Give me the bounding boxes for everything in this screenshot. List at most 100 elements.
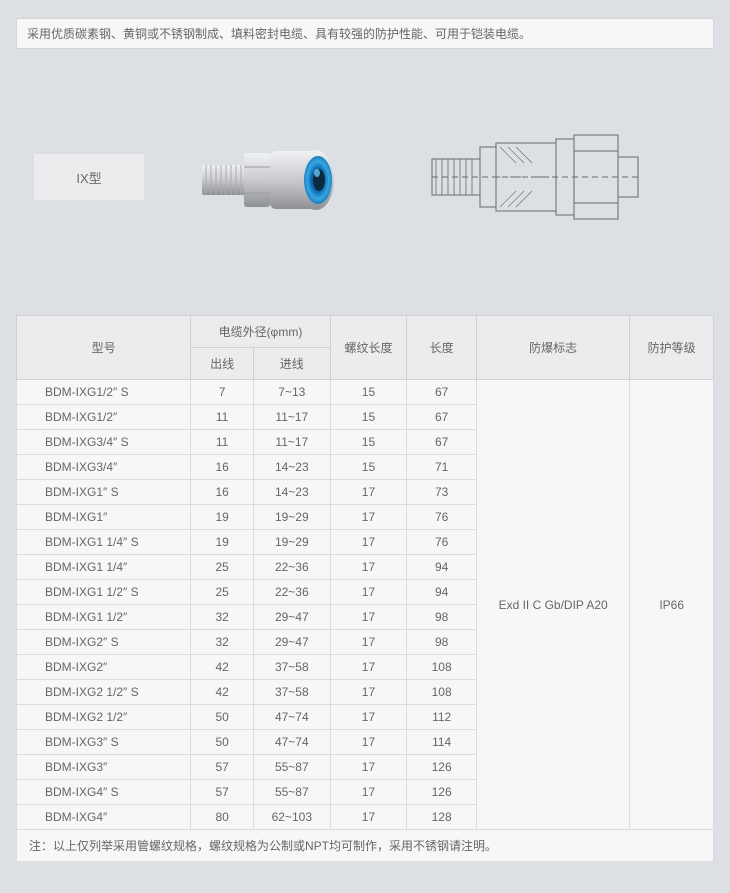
cell-out: 16 xyxy=(191,480,254,505)
product-description: 采用优质碳素钢、黄铜或不锈钢制成、填料密封电缆、具有较强的防护性能、可用于铠装电… xyxy=(16,18,714,49)
cell-len: 114 xyxy=(407,730,477,755)
cell-model: BDM-IXG2 1/2″ S xyxy=(17,680,191,705)
cell-out: 42 xyxy=(191,680,254,705)
cell-out: 32 xyxy=(191,630,254,655)
cell-model: BDM-IXG1″ xyxy=(17,505,191,530)
th-out: 出线 xyxy=(191,348,254,380)
cell-out: 7 xyxy=(191,380,254,405)
cell-in: 14~23 xyxy=(253,455,330,480)
cell-thread: 17 xyxy=(330,505,407,530)
cell-model: BDM-IXG3/4″ S xyxy=(17,430,191,455)
cell-model: BDM-IXG1/2″ xyxy=(17,405,191,430)
cell-in: 14~23 xyxy=(253,480,330,505)
th-in: 进线 xyxy=(253,348,330,380)
cell-len: 71 xyxy=(407,455,477,480)
cell-protection: IP66 xyxy=(630,380,714,830)
cell-out: 11 xyxy=(191,430,254,455)
cell-len: 98 xyxy=(407,605,477,630)
cell-in: 29~47 xyxy=(253,605,330,630)
cell-model: BDM-IXG2″ S xyxy=(17,630,191,655)
cell-out: 57 xyxy=(191,755,254,780)
cell-out: 50 xyxy=(191,705,254,730)
cell-out: 80 xyxy=(191,805,254,830)
cell-in: 19~29 xyxy=(253,530,330,555)
cell-thread: 17 xyxy=(330,705,407,730)
cell-len: 67 xyxy=(407,380,477,405)
cell-out: 19 xyxy=(191,505,254,530)
th-cable-od: 电缆外径(φmm) xyxy=(191,316,330,348)
cell-in: 47~74 xyxy=(253,730,330,755)
cell-in: 55~87 xyxy=(253,780,330,805)
cell-in: 47~74 xyxy=(253,705,330,730)
cell-in: 29~47 xyxy=(253,630,330,655)
cell-in: 37~58 xyxy=(253,680,330,705)
th-protection: 防护等级 xyxy=(630,316,714,380)
cell-thread: 17 xyxy=(330,680,407,705)
model-badge: IX型 xyxy=(34,154,144,200)
cell-model: BDM-IXG3″ xyxy=(17,755,191,780)
technical-drawing xyxy=(424,117,654,237)
cell-in: 22~36 xyxy=(253,580,330,605)
th-model: 型号 xyxy=(17,316,191,380)
cell-len: 128 xyxy=(407,805,477,830)
cell-thread: 15 xyxy=(330,455,407,480)
cell-thread: 17 xyxy=(330,555,407,580)
cell-model: BDM-IXG1 1/4″ S xyxy=(17,530,191,555)
cell-out: 50 xyxy=(191,730,254,755)
table-footnote: 注：以上仅列举采用管螺纹规格，螺纹规格为公制或NPT均可制作，采用不锈钢请注明。 xyxy=(16,830,714,862)
spec-table-body: BDM-IXG1/2″ S77~131567Exd II C Gb/DIP A2… xyxy=(17,380,714,830)
product-photo xyxy=(174,107,374,247)
table-row: BDM-IXG1/2″ S77~131567Exd II C Gb/DIP A2… xyxy=(17,380,714,405)
cell-out: 11 xyxy=(191,405,254,430)
cell-len: 126 xyxy=(407,755,477,780)
figure-row: IX型 xyxy=(16,67,714,287)
cell-in: 7~13 xyxy=(253,380,330,405)
cell-thread: 17 xyxy=(330,655,407,680)
cell-out: 16 xyxy=(191,455,254,480)
cell-in: 55~87 xyxy=(253,755,330,780)
cell-thread: 17 xyxy=(330,530,407,555)
cell-len: 67 xyxy=(407,430,477,455)
cell-in: 37~58 xyxy=(253,655,330,680)
cell-out: 19 xyxy=(191,530,254,555)
cell-len: 98 xyxy=(407,630,477,655)
cell-thread: 17 xyxy=(330,780,407,805)
cell-thread: 17 xyxy=(330,480,407,505)
cell-len: 108 xyxy=(407,655,477,680)
cell-explosion: Exd II C Gb/DIP A20 xyxy=(476,380,629,830)
cell-len: 94 xyxy=(407,555,477,580)
cell-in: 19~29 xyxy=(253,505,330,530)
cell-len: 108 xyxy=(407,680,477,705)
cell-out: 25 xyxy=(191,580,254,605)
cell-thread: 17 xyxy=(330,755,407,780)
cell-in: 11~17 xyxy=(253,405,330,430)
cell-len: 76 xyxy=(407,530,477,555)
cell-model: BDM-IXG4″ S xyxy=(17,780,191,805)
cell-model: BDM-IXG4″ xyxy=(17,805,191,830)
cell-thread: 17 xyxy=(330,730,407,755)
cell-len: 67 xyxy=(407,405,477,430)
th-thread-len: 螺纹长度 xyxy=(330,316,407,380)
cell-thread: 17 xyxy=(330,805,407,830)
cell-out: 42 xyxy=(191,655,254,680)
cell-thread: 15 xyxy=(330,430,407,455)
cell-thread: 17 xyxy=(330,580,407,605)
cell-model: BDM-IXG2 1/2″ xyxy=(17,705,191,730)
cell-in: 62~103 xyxy=(253,805,330,830)
th-explosion: 防爆标志 xyxy=(476,316,629,380)
cell-thread: 17 xyxy=(330,605,407,630)
cell-in: 22~36 xyxy=(253,555,330,580)
cell-len: 112 xyxy=(407,705,477,730)
cell-model: BDM-IXG1 1/2″ S xyxy=(17,580,191,605)
cell-thread: 15 xyxy=(330,405,407,430)
cell-model: BDM-IXG3/4″ xyxy=(17,455,191,480)
cell-model: BDM-IXG2″ xyxy=(17,655,191,680)
cell-out: 25 xyxy=(191,555,254,580)
cell-out: 57 xyxy=(191,780,254,805)
cell-len: 94 xyxy=(407,580,477,605)
cell-thread: 17 xyxy=(330,630,407,655)
cell-len: 76 xyxy=(407,505,477,530)
cell-out: 32 xyxy=(191,605,254,630)
cell-model: BDM-IXG3″ S xyxy=(17,730,191,755)
cell-thread: 15 xyxy=(330,380,407,405)
